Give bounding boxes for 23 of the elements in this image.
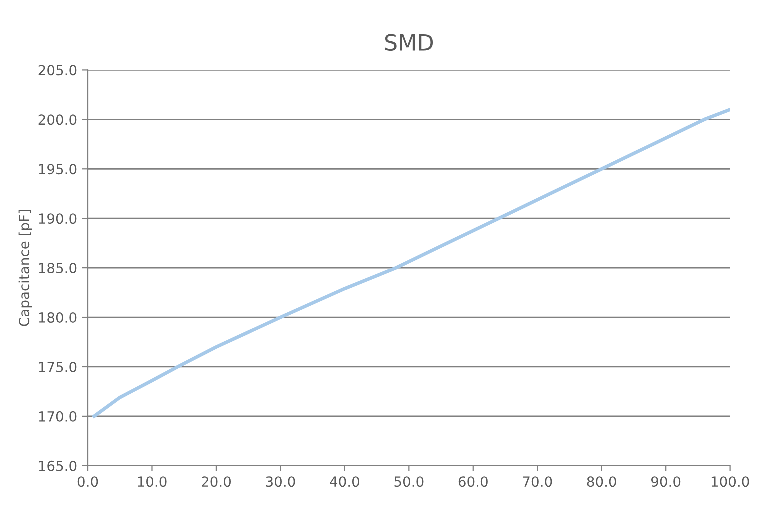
x-tick-label: 70.0 — [523, 476, 552, 488]
x-tick-label: 10.0 — [138, 476, 167, 488]
line-series — [92, 108, 730, 418]
y-tick-label: 190.0 — [39, 214, 77, 224]
chart-title: SMD — [385, 34, 434, 52]
y-tick-label: 170.0 — [39, 411, 77, 422]
x-tick-label: 40.0 — [330, 476, 360, 488]
x-tick-label: 80.0 — [587, 476, 616, 488]
y-tick-label: 165.0 — [39, 460, 77, 472]
x-tick-label: 60.0 — [458, 476, 488, 488]
y-tick-label: 195.0 — [39, 164, 77, 175]
x-tick-label: 100.0 — [712, 476, 750, 488]
y-tick-label: 175.0 — [39, 362, 77, 372]
y-tick-label: 180.0 — [39, 312, 77, 323]
x-tick-label: 0.0 — [78, 476, 98, 488]
x-tick-label: 50.0 — [394, 476, 424, 488]
y-tick-label: 185.0 — [39, 263, 77, 274]
x-tick-label: 30.0 — [266, 476, 296, 488]
y-tick-label: 200.0 — [38, 114, 77, 126]
x-tick-label: 90.0 — [651, 476, 681, 488]
y-tick-label: 205.0 — [38, 65, 77, 76]
x-tick-label: 20.0 — [202, 476, 232, 488]
y-axis-title: Capacitance [pF] — [18, 210, 32, 326]
